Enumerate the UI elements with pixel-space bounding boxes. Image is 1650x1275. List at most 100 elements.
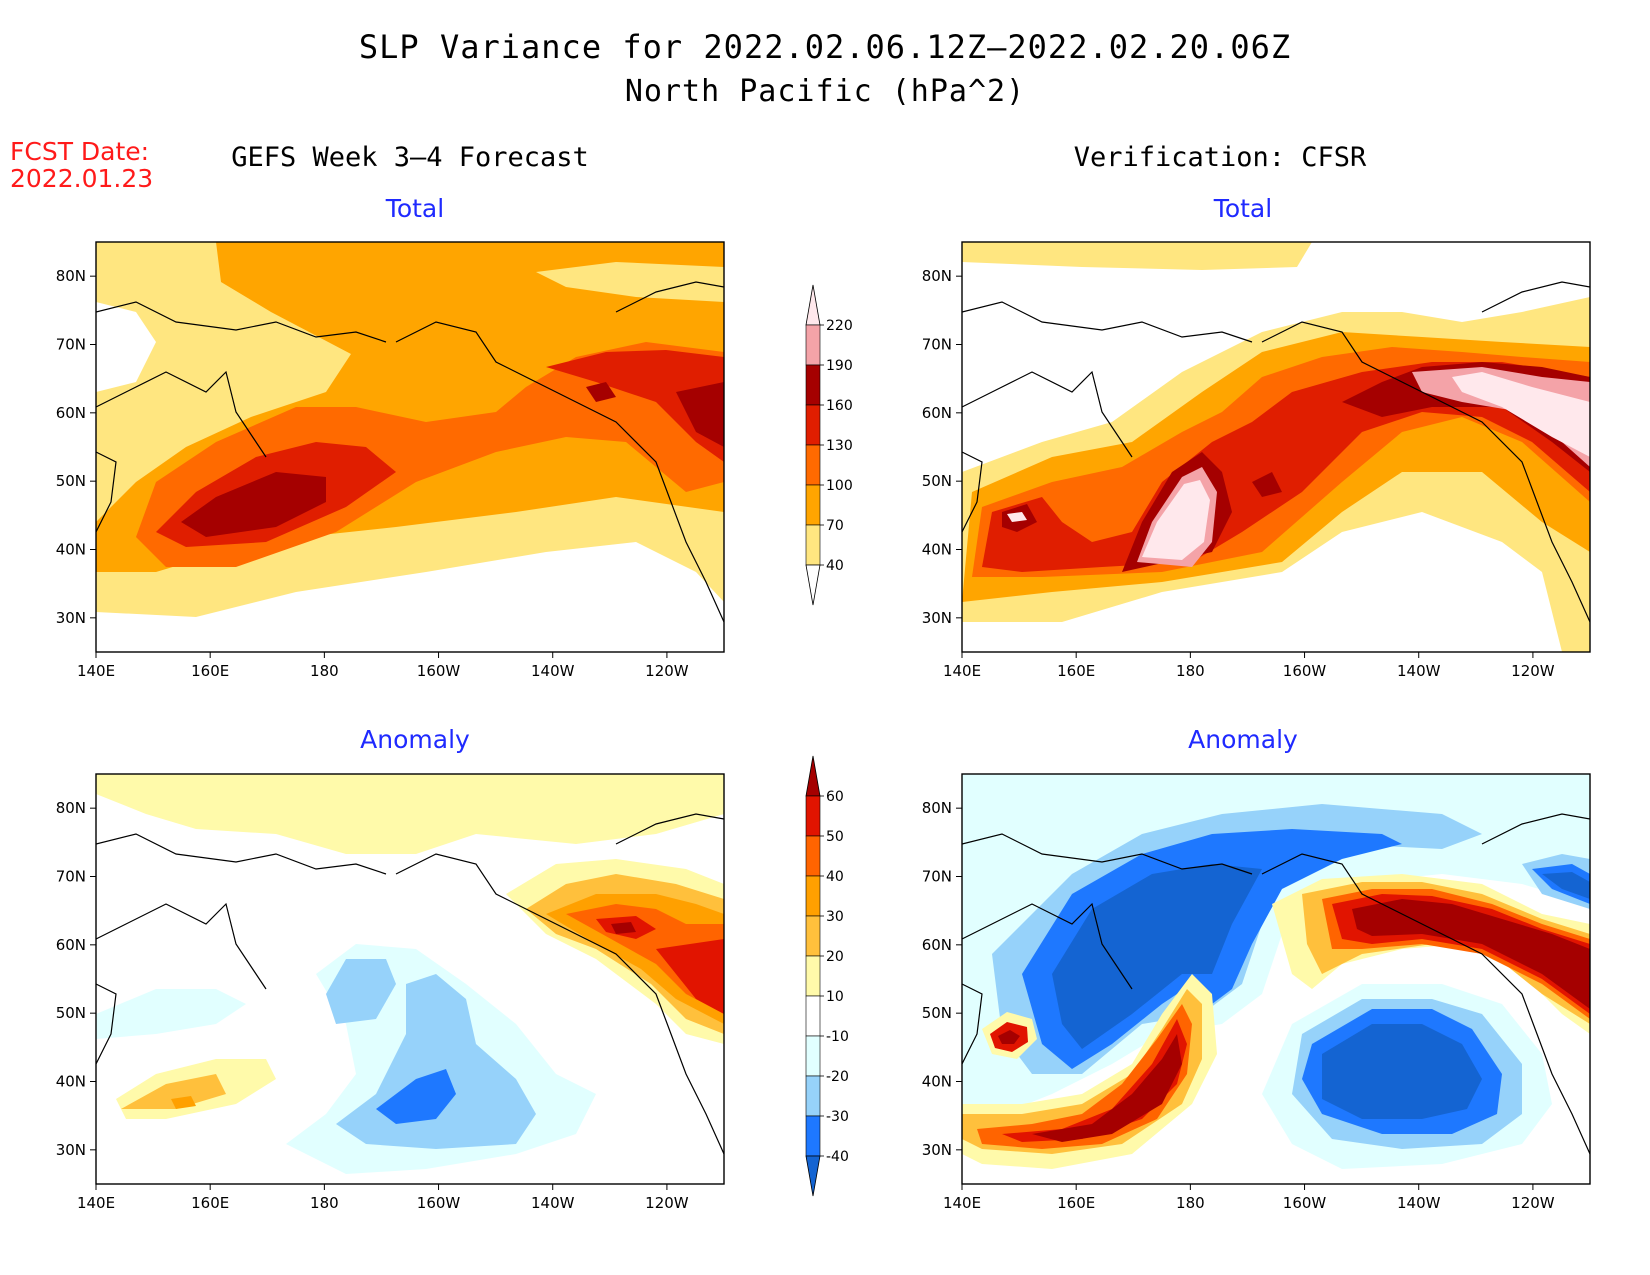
- colorbar-label: -40: [826, 1149, 849, 1165]
- lat-tick-label: 80N: [922, 267, 952, 285]
- colorbar-arrow-top: [805, 284, 821, 326]
- lon-tick-label: 160W: [417, 662, 461, 680]
- coastlines-total-forecast: [96, 281, 724, 623]
- colorbar-swatch: [805, 364, 821, 406]
- lon-tick-label: 140E: [943, 1194, 981, 1212]
- colorbar-label: 40: [826, 869, 844, 885]
- contours-anomaly-forecast: [96, 774, 724, 1184]
- colorbar-swatch: [805, 484, 821, 526]
- colorbar-label: 30: [826, 909, 844, 925]
- colorbar-label: 130: [826, 438, 853, 454]
- colorbar-arrow-bottom: [805, 1155, 821, 1197]
- colorbar-label: 10: [826, 989, 844, 1005]
- lon-tick-label: 160E: [1057, 662, 1095, 680]
- colorbar-label: 220: [826, 318, 853, 334]
- colorbar-total: 220 190 160 130 100 70 40: [805, 284, 853, 606]
- lon-tick-label: 140E: [943, 662, 981, 680]
- lon-tick-label: 180: [1176, 1194, 1205, 1212]
- lon-tick-label: 160E: [191, 662, 229, 680]
- lat-tick-label: 50N: [922, 472, 952, 490]
- colorbar-swatch: [805, 404, 821, 446]
- main-subtitle: North Pacific (hPa^2): [624, 74, 1026, 109]
- lon-tick-label: 120W: [1511, 1194, 1555, 1212]
- lon-tick-label: 140W: [1397, 1194, 1441, 1212]
- lat-tick-label: 50N: [922, 1004, 952, 1022]
- lon-tick-label: 180: [310, 1194, 339, 1212]
- lat-tick-label: 50N: [56, 472, 86, 490]
- axis-ticks-total-forecast: 140E 160E 180 160W 140W 120W 80N 70N 60N 50N 40N 30…: [56, 267, 689, 680]
- lat-tick-label: 60N: [922, 936, 952, 954]
- lat-tick-label: 30N: [922, 1141, 952, 1159]
- forecast-date-label: FCST Date:: [10, 137, 150, 166]
- lat-tick-label: 30N: [56, 609, 86, 627]
- colorbar-label: 100: [826, 478, 853, 494]
- colorbar-label: -30: [826, 1109, 849, 1125]
- forecast-date-value: 2022.01.23: [10, 164, 154, 193]
- lat-tick-label: 80N: [56, 799, 86, 817]
- lat-tick-label: 30N: [56, 1141, 86, 1159]
- map-total-verification: 140E 160E 180 160W 140W 120W 80N 70N 60N 50N 40N 30…: [922, 241, 1591, 680]
- colorbar-swatch: [805, 915, 821, 957]
- lat-tick-label: 60N: [922, 404, 952, 422]
- colorbar-arrow-top: [805, 755, 821, 797]
- colorbar-arrow-bottom: [805, 564, 821, 606]
- lon-tick-label: 120W: [645, 1194, 689, 1212]
- panel-title-anomaly-verification: Anomaly: [1188, 725, 1298, 754]
- column-title-forecast: GEFS Week 3–4 Forecast: [231, 142, 589, 173]
- lon-tick-label: 140W: [1397, 662, 1441, 680]
- lat-tick-label: 70N: [922, 868, 952, 886]
- map-total-forecast: 140E 160E 180 160W 140W 120W 80N 70N 60N 50N 40N 30…: [56, 241, 725, 680]
- lon-tick-label: 140W: [531, 662, 575, 680]
- lon-tick-label: 140E: [77, 1194, 115, 1212]
- lon-tick-label: 160E: [1057, 1194, 1095, 1212]
- column-title-verification: Verification: CFSR: [1073, 142, 1367, 173]
- contours-anomaly-verification: [962, 774, 1590, 1184]
- lon-tick-label: 180: [1176, 662, 1205, 680]
- coastlines-total-verification: [962, 281, 1590, 623]
- lat-tick-label: 40N: [56, 1073, 86, 1091]
- coastlines-anomaly-forecast: [96, 813, 724, 1155]
- colorbar-label: 160: [826, 398, 853, 414]
- map-anomaly-verification: 140E 160E 180 160W 140W 120W 80N 70N 60N 50N 40N 30…: [922, 773, 1591, 1212]
- lat-tick-label: 70N: [56, 336, 86, 354]
- panel-title-total-verification: Total: [1213, 194, 1273, 223]
- colorbar-label: -20: [826, 1069, 849, 1085]
- lat-tick-label: 40N: [56, 541, 86, 559]
- axis-ticks-anomaly-forecast: 140E 160E 180 160W 140W 120W 80N 70N 60N 50N 40N 30…: [56, 799, 689, 1212]
- colorbar-anomaly: 60 50 40 30 20 10 -10 -20 -30 -40: [805, 755, 849, 1197]
- colorbar-swatch: [805, 524, 821, 566]
- lon-tick-label: 160W: [1283, 1194, 1327, 1212]
- lat-tick-label: 70N: [922, 336, 952, 354]
- forecast-date: FCST Date: 2022.01.23: [10, 138, 153, 192]
- lat-tick-label: 40N: [922, 1073, 952, 1091]
- colorbar-label: 20: [826, 949, 844, 965]
- lon-tick-label: 160W: [417, 1194, 461, 1212]
- colorbar-swatch: [805, 1035, 821, 1077]
- lon-tick-label: 140W: [531, 1194, 575, 1212]
- lon-tick-label: 120W: [1511, 662, 1555, 680]
- colorbar-swatch: [805, 795, 821, 837]
- lat-tick-label: 80N: [56, 267, 86, 285]
- colorbar-swatch: [805, 1075, 821, 1117]
- lon-tick-label: 160W: [1283, 662, 1327, 680]
- panel-title-anomaly-forecast: Anomaly: [360, 725, 470, 754]
- coastlines-anomaly-verification: [962, 813, 1590, 1155]
- contours-total-forecast: [96, 242, 724, 652]
- contours-total-verification: [962, 242, 1590, 652]
- map-anomaly-forecast: 140E 160E 180 160W 140W 120W 80N 70N 60N 50N 40N 30…: [56, 773, 725, 1212]
- colorbar-swatch: [805, 1115, 821, 1157]
- colorbar-label: 190: [826, 358, 853, 374]
- lon-tick-label: 120W: [645, 662, 689, 680]
- colorbar-swatch: [805, 324, 821, 366]
- lon-tick-label: 160E: [191, 1194, 229, 1212]
- lat-tick-label: 30N: [922, 609, 952, 627]
- colorbar-label: 70: [826, 518, 844, 534]
- panel-title-total-forecast: Total: [385, 194, 445, 223]
- colorbar-label: 40: [826, 558, 844, 574]
- colorbar-swatch: [805, 835, 821, 877]
- colorbar-swatch: [805, 444, 821, 486]
- lat-tick-label: 70N: [56, 868, 86, 886]
- lat-tick-label: 80N: [922, 799, 952, 817]
- colorbar-swatch: [805, 955, 821, 997]
- main-title: SLP Variance for 2022.02.06.12Z–2022.02.…: [358, 28, 1292, 66]
